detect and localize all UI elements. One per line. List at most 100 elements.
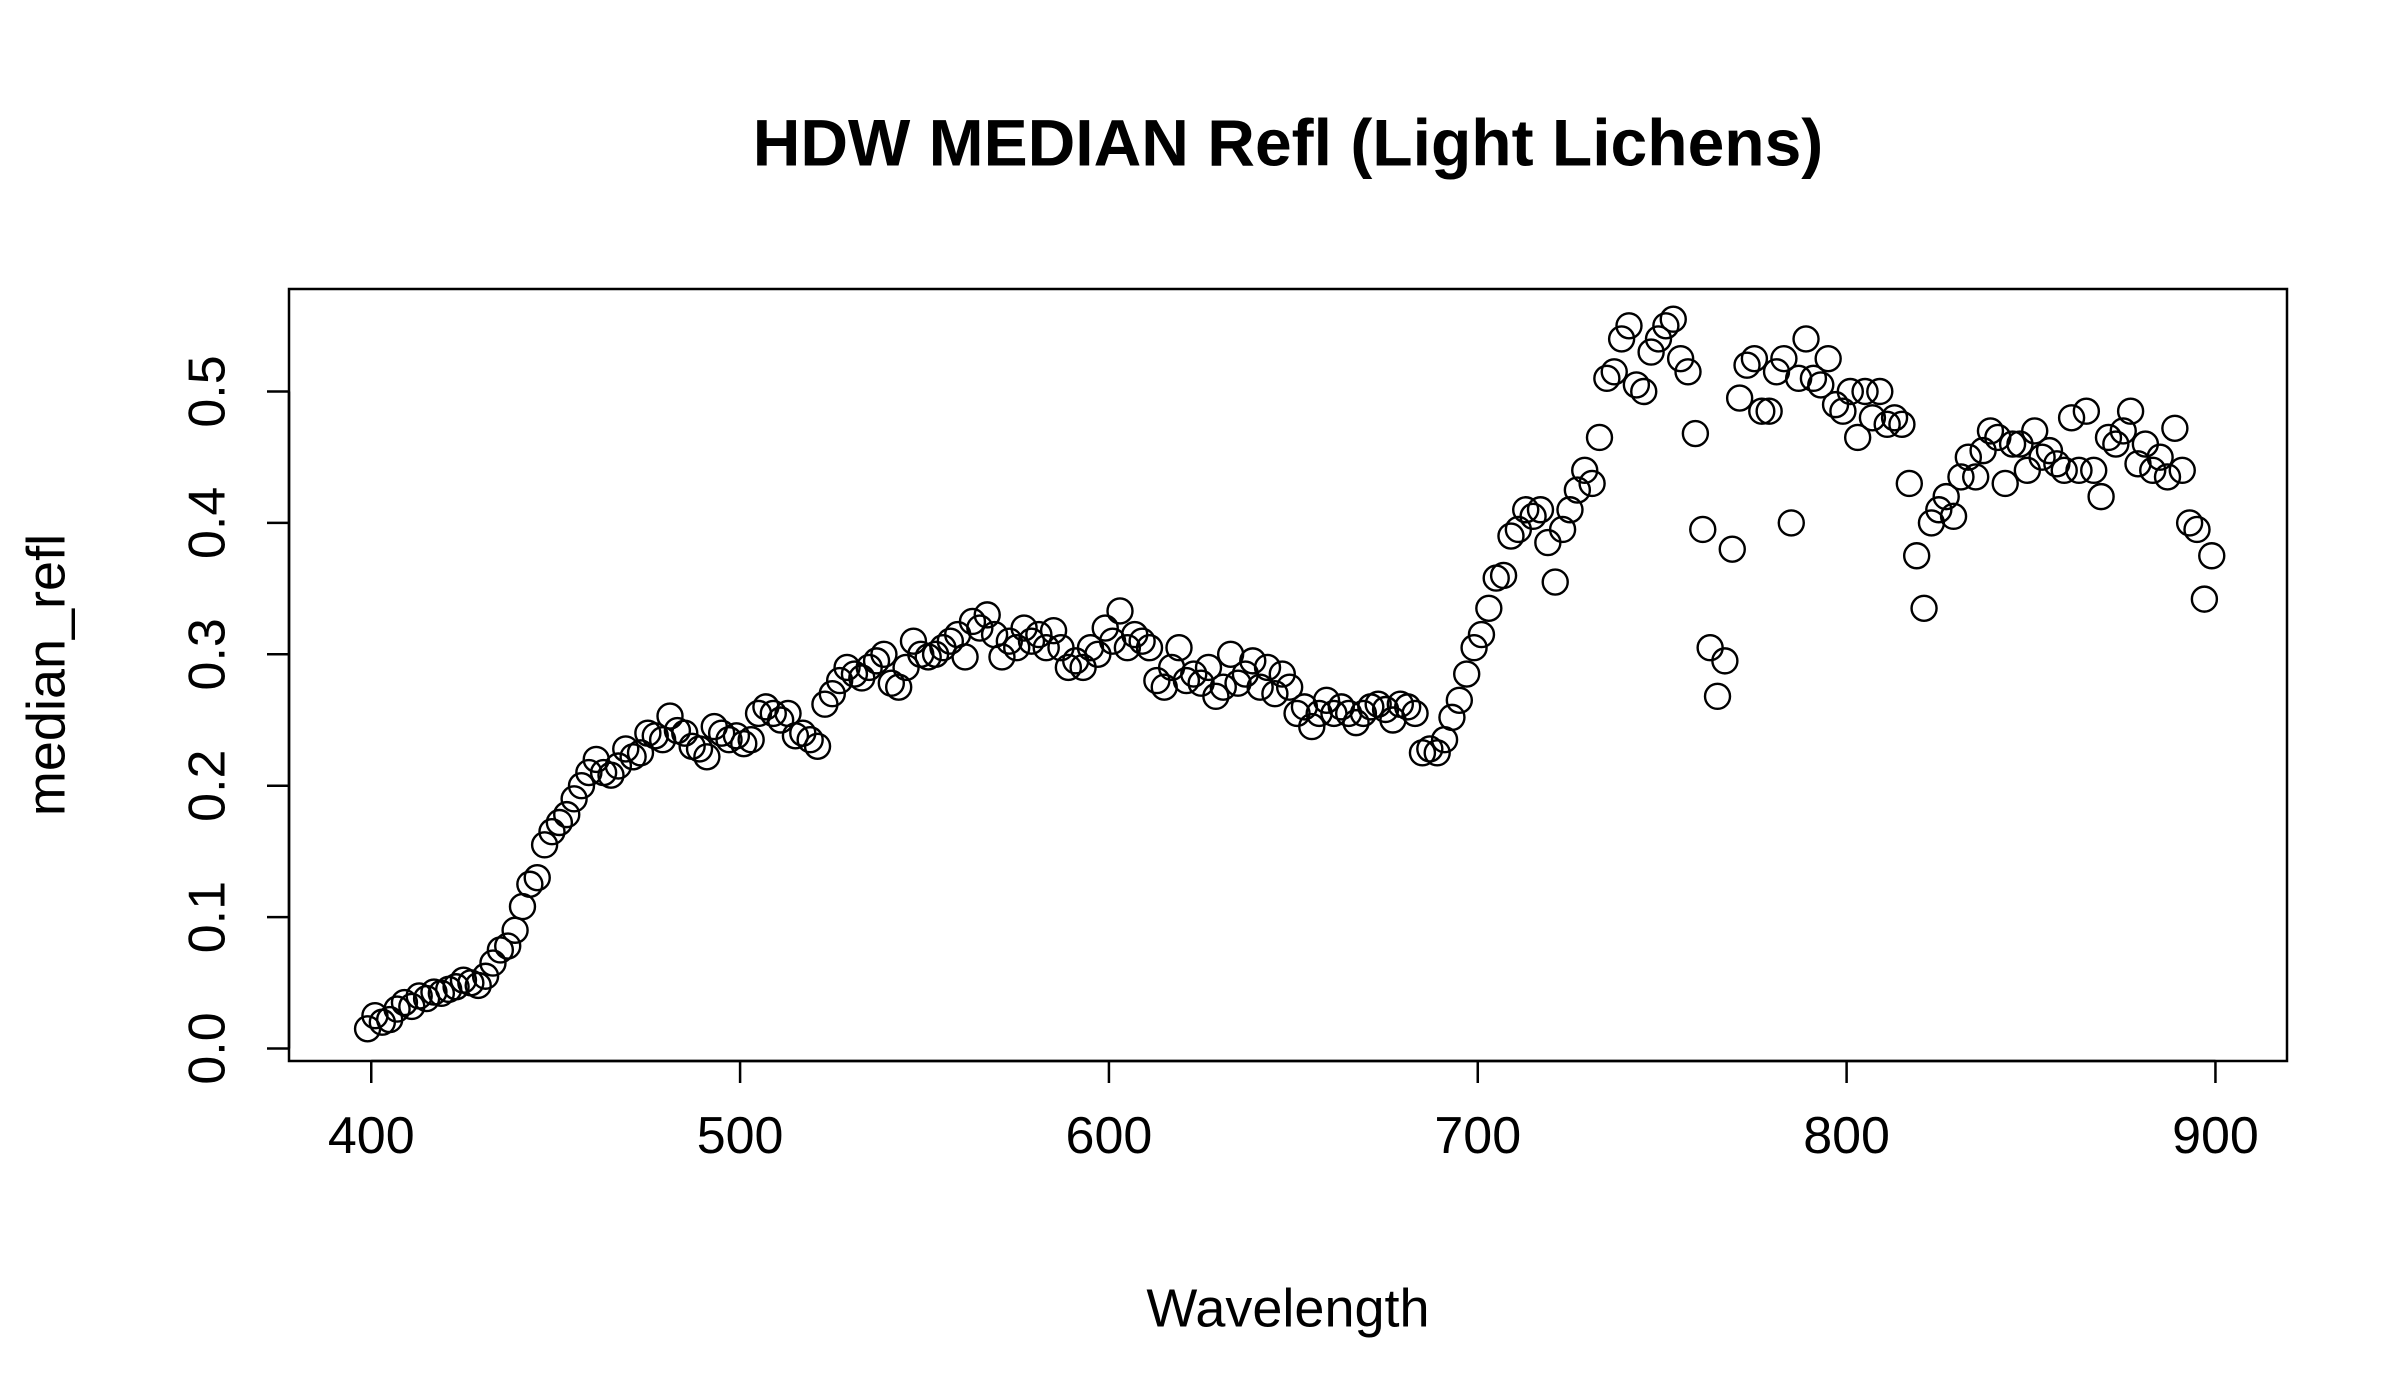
point: [862, 647, 891, 675]
point: [575, 758, 603, 787]
point: [2021, 417, 2049, 445]
point: [2057, 404, 2086, 432]
point: [1135, 634, 1164, 662]
point: [1814, 344, 1842, 373]
point: [1393, 693, 1422, 721]
point: [1910, 594, 1938, 623]
point: [2139, 456, 2167, 485]
point: [2168, 456, 2196, 485]
point: [2072, 397, 2101, 425]
point: [1438, 703, 1466, 732]
point: [1703, 682, 1732, 711]
point: [1725, 384, 1754, 412]
point: [1453, 660, 1481, 688]
point: [1593, 364, 1621, 393]
point: [471, 962, 500, 990]
point: [1261, 680, 1289, 708]
point: [1209, 673, 1237, 701]
point: [2175, 509, 2204, 537]
point: [1563, 476, 1592, 504]
point: [553, 800, 581, 829]
point: [2065, 456, 2093, 485]
point: [693, 743, 721, 771]
point: [1489, 561, 1518, 590]
point: [1268, 660, 1296, 688]
point: [715, 726, 743, 754]
point: [2087, 482, 2115, 511]
point: [1091, 614, 1119, 642]
point: [1401, 699, 1429, 728]
point: [1836, 377, 1864, 406]
x-tick-label: 700: [1434, 1107, 1521, 1165]
point: [936, 627, 965, 655]
point: [2050, 456, 2078, 485]
point: [988, 643, 1016, 671]
point: [1010, 614, 1038, 642]
point: [1253, 653, 1282, 682]
point: [1607, 325, 1636, 353]
point: [2028, 443, 2056, 471]
x-tick-label: 800: [1803, 1107, 1890, 1165]
point: [2183, 515, 2211, 544]
point: [1851, 377, 1879, 406]
point: [2161, 414, 2189, 442]
point: [442, 973, 470, 1001]
point: [1615, 312, 1643, 340]
point: [1526, 496, 1555, 524]
point: [2035, 436, 2064, 465]
point: [597, 761, 625, 789]
point: [494, 932, 522, 960]
point: [641, 722, 669, 750]
point: [1630, 377, 1658, 406]
point: [1902, 542, 1931, 570]
point: [538, 817, 566, 846]
point: [973, 601, 1001, 629]
point: [707, 719, 736, 747]
point: [1571, 456, 1599, 485]
point: [560, 785, 588, 813]
point: [951, 643, 979, 671]
point: [1416, 735, 1444, 763]
point: [1895, 469, 1924, 498]
point: [2102, 430, 2130, 458]
point: [612, 735, 640, 763]
point: [722, 722, 751, 750]
point: [1711, 647, 1739, 675]
point: [1991, 469, 2019, 498]
point: [1939, 502, 1968, 531]
point: [1312, 686, 1341, 714]
point: [1113, 634, 1142, 662]
point: [1659, 305, 1687, 333]
point: [1519, 502, 1547, 531]
point: [1652, 312, 1680, 340]
point: [1954, 443, 1983, 471]
point: [1039, 616, 1068, 645]
y-axis-label: median_refl: [16, 534, 76, 816]
point: [1755, 397, 1783, 425]
point: [818, 680, 846, 708]
y-tick-label: 0.3: [179, 618, 237, 690]
point: [1578, 469, 1606, 498]
point: [1342, 708, 1370, 737]
point: [685, 735, 714, 763]
x-tick-label: 500: [697, 1107, 784, 1165]
point: [730, 729, 758, 758]
point: [1880, 404, 1909, 432]
point: [1460, 634, 1488, 662]
point: [877, 669, 906, 697]
x-tick-label: 400: [328, 1107, 415, 1165]
point: [1541, 568, 1569, 596]
point: [1998, 430, 2027, 458]
point: [626, 739, 655, 767]
point: [1733, 351, 1761, 379]
y-tick-label: 0.1: [179, 881, 237, 953]
point: [1947, 463, 1975, 491]
point: [656, 702, 684, 730]
point: [1467, 620, 1496, 649]
point: [1275, 673, 1304, 701]
point: [567, 772, 596, 800]
point: [1032, 634, 1060, 662]
point: [1792, 325, 1820, 353]
point: [1025, 620, 1053, 649]
